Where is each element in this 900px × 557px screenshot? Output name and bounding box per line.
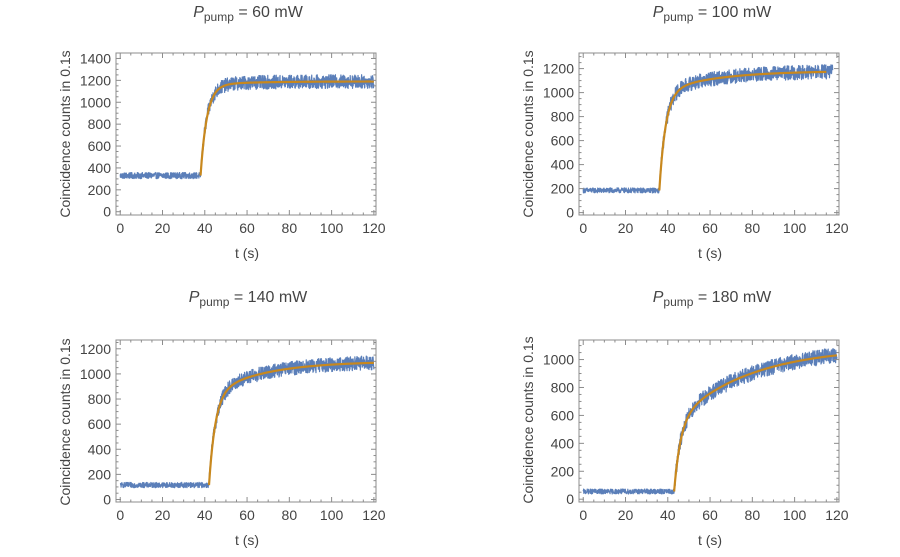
y-tick-label: 1000 bbox=[543, 85, 574, 101]
y-tick-label: 400 bbox=[88, 441, 112, 457]
y-tick-label: 600 bbox=[88, 416, 112, 432]
y-tick-label: 1000 bbox=[80, 366, 111, 382]
panel-title: Ppump = 100 mW bbox=[653, 4, 772, 24]
plot-area bbox=[582, 64, 834, 194]
data-series-measured bbox=[582, 64, 834, 194]
fit-curve bbox=[673, 354, 838, 492]
y-tick-label: 400 bbox=[551, 157, 575, 173]
panel-2: Ppump = 140 mW Coincidence counts in 0.1… bbox=[57, 289, 386, 548]
fit-curve bbox=[207, 361, 374, 486]
fit-curve bbox=[199, 80, 374, 176]
x-tick-label: 20 bbox=[618, 220, 634, 236]
y-tick-label: 1400 bbox=[80, 50, 111, 66]
data-series-measured bbox=[582, 348, 838, 495]
data-series-measured bbox=[119, 355, 375, 489]
y-tick-label: 800 bbox=[551, 109, 575, 125]
data-series-measured bbox=[119, 74, 375, 180]
y-tick-label: 0 bbox=[103, 204, 111, 220]
plot-area bbox=[119, 355, 375, 489]
y-tick-label: 800 bbox=[88, 391, 112, 407]
x-axis-label: t (s) bbox=[698, 245, 722, 261]
y-tick-label: 800 bbox=[551, 379, 575, 395]
y-tick-label: 0 bbox=[103, 491, 111, 507]
x-tick-label: 100 bbox=[320, 507, 344, 523]
plot-frame bbox=[115, 52, 377, 216]
y-tick-label: 800 bbox=[88, 116, 112, 132]
y-tick-label: 200 bbox=[88, 182, 112, 198]
plot-frame bbox=[578, 339, 840, 503]
x-tick-label: 60 bbox=[239, 507, 255, 523]
x-tick-label: 20 bbox=[155, 220, 171, 236]
panel-3: Ppump = 180 mW Coincidence counts in 0.1… bbox=[520, 289, 849, 548]
x-tick-label: 40 bbox=[660, 220, 676, 236]
y-tick-label: 1000 bbox=[80, 94, 111, 110]
y-tick-label: 200 bbox=[88, 466, 112, 482]
x-tick-label: 80 bbox=[282, 220, 298, 236]
panel-1: Ppump = 100 mW Coincidence counts in 0.1… bbox=[520, 4, 849, 261]
y-tick-label: 600 bbox=[551, 133, 575, 149]
x-tick-label: 100 bbox=[783, 507, 807, 523]
x-tick-label: 0 bbox=[116, 220, 124, 236]
x-tick-label: 100 bbox=[320, 220, 344, 236]
x-tick-label: 120 bbox=[825, 507, 849, 523]
x-tick-label: 60 bbox=[239, 220, 255, 236]
x-tick-label: 80 bbox=[745, 220, 761, 236]
plot-area bbox=[582, 348, 838, 495]
y-tick-label: 1000 bbox=[543, 352, 574, 368]
y-tick-label: 400 bbox=[551, 435, 575, 451]
y-tick-label: 400 bbox=[88, 160, 112, 176]
x-tick-label: 60 bbox=[702, 507, 718, 523]
y-axis-label: Coincidence counts in 0.1s bbox=[520, 336, 536, 503]
x-tick-label: 100 bbox=[783, 220, 807, 236]
y-axis-label: Coincidence counts in 0.1s bbox=[520, 50, 536, 217]
y-tick-label: 0 bbox=[566, 491, 574, 507]
plot-frame bbox=[115, 339, 377, 503]
panel-0: Ppump = 60 mW Coincidence counts in 0.1s… bbox=[57, 4, 386, 261]
plot-area bbox=[119, 74, 375, 180]
x-axis-label: t (s) bbox=[235, 245, 259, 261]
x-tick-label: 120 bbox=[362, 220, 386, 236]
y-tick-label: 0 bbox=[566, 205, 574, 221]
x-tick-label: 20 bbox=[618, 507, 634, 523]
x-tick-label: 80 bbox=[282, 507, 298, 523]
fit-curve bbox=[658, 70, 827, 191]
x-tick-label: 60 bbox=[702, 220, 718, 236]
y-axis-label: Coincidence counts in 0.1s bbox=[57, 50, 73, 217]
y-tick-label: 1200 bbox=[80, 72, 111, 88]
x-tick-label: 20 bbox=[155, 507, 171, 523]
y-tick-label: 600 bbox=[551, 407, 575, 423]
panel-title: Ppump = 140 mW bbox=[189, 289, 308, 309]
y-tick-label: 200 bbox=[551, 181, 575, 197]
x-tick-label: 0 bbox=[579, 507, 587, 523]
x-tick-label: 120 bbox=[362, 507, 386, 523]
panel-title: Ppump = 60 mW bbox=[193, 4, 304, 24]
x-tick-label: 40 bbox=[197, 220, 213, 236]
y-tick-label: 1200 bbox=[80, 341, 111, 357]
y-tick-label: 200 bbox=[551, 463, 575, 479]
x-tick-label: 0 bbox=[116, 507, 124, 523]
y-tick-label: 1200 bbox=[543, 61, 574, 77]
y-axis-label: Coincidence counts in 0.1s bbox=[57, 338, 73, 505]
plot-frame bbox=[578, 52, 840, 216]
x-tick-label: 0 bbox=[579, 220, 587, 236]
y-tick-label: 600 bbox=[88, 138, 112, 154]
x-tick-label: 80 bbox=[745, 507, 761, 523]
x-tick-label: 120 bbox=[825, 220, 849, 236]
x-tick-label: 40 bbox=[197, 507, 213, 523]
x-axis-label: t (s) bbox=[235, 532, 259, 548]
x-axis-label: t (s) bbox=[698, 532, 722, 548]
x-tick-label: 40 bbox=[660, 507, 676, 523]
panel-title: Ppump = 180 mW bbox=[653, 289, 772, 309]
